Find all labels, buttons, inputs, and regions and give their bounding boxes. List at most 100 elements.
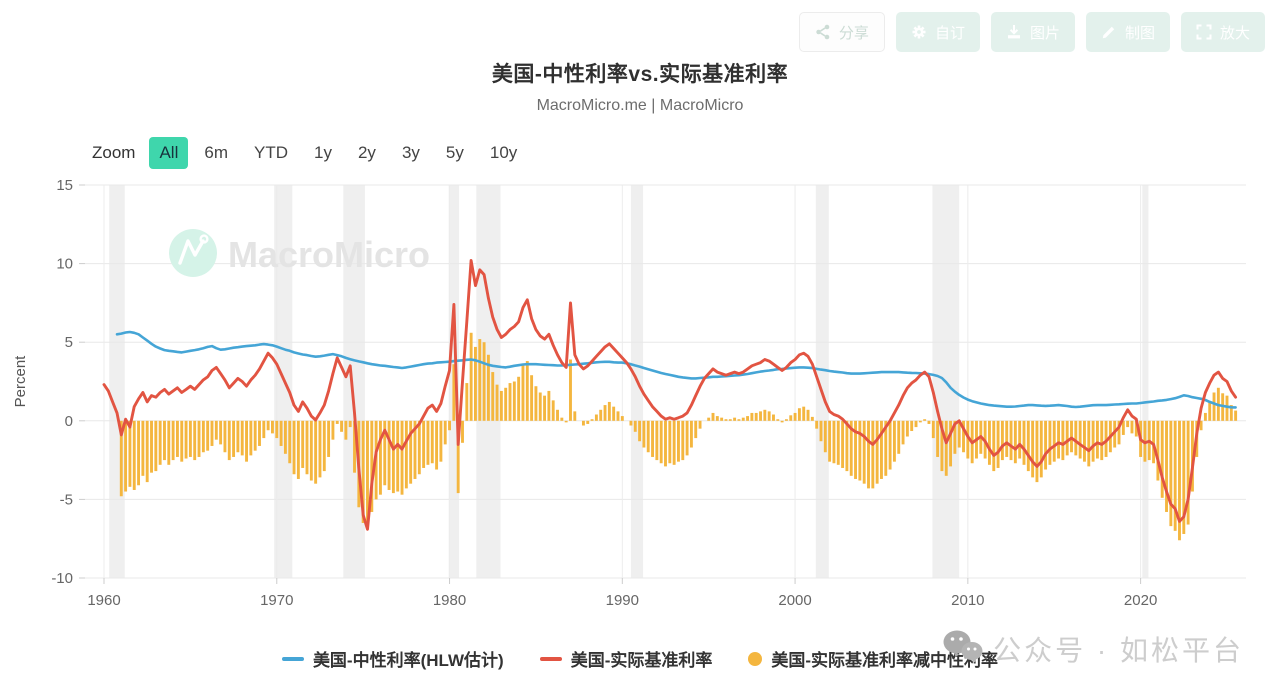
rate-gap-bar[interactable] [439, 420, 443, 462]
rate-gap-bar[interactable] [642, 420, 646, 448]
rate-gap-bar[interactable] [1165, 420, 1168, 512]
rate-gap-bar[interactable] [901, 420, 905, 445]
rate-gap-bar[interactable] [1173, 420, 1177, 531]
rate-gap-bar[interactable] [1039, 420, 1043, 478]
rate-gap-bar[interactable] [452, 364, 456, 421]
zoom-option-10y[interactable]: 10y [489, 143, 518, 162]
rate-gap-bar[interactable] [253, 420, 257, 451]
rate-gap-bar[interactable] [430, 420, 434, 464]
rate-gap-bar[interactable] [823, 420, 827, 453]
rate-gap-bar[interactable] [875, 420, 879, 484]
rate-gap-bar[interactable] [404, 420, 408, 489]
rate-gap-bar[interactable] [491, 372, 495, 421]
rate-gap-bar[interactable] [353, 420, 356, 473]
rate-gap-bar[interactable] [1229, 405, 1233, 421]
rate-gap-bar[interactable] [184, 420, 188, 459]
legend-item-rate-gap[interactable]: 美国-实际基准利率减中性利率 [748, 646, 998, 671]
rate-gap-bar[interactable] [867, 420, 870, 489]
rate-gap-bar[interactable] [1095, 420, 1099, 459]
rate-gap-bar[interactable] [236, 420, 240, 453]
rate-gap-bar[interactable] [1013, 420, 1017, 464]
rate-gap-bar[interactable] [845, 420, 849, 472]
rate-gap-bar[interactable] [266, 420, 270, 431]
rate-gap-bar[interactable] [638, 420, 642, 442]
rate-gap-bar[interactable] [573, 411, 577, 421]
rate-gap-bar[interactable] [551, 400, 555, 421]
rate-gap-bar[interactable] [715, 416, 719, 421]
rate-gap-bar[interactable] [292, 420, 296, 475]
rate-gap-bar[interactable] [275, 420, 279, 439]
rate-gap-bar[interactable] [849, 420, 853, 476]
rate-gap-bar[interactable] [694, 420, 698, 439]
rate-gap-bar[interactable] [210, 420, 214, 446]
rate-gap-bar[interactable] [409, 420, 413, 484]
rate-gap-bar[interactable] [560, 417, 564, 421]
rate-gap-bar[interactable] [456, 420, 460, 494]
rate-gap-bar[interactable] [1121, 420, 1125, 435]
rate-gap-bar[interactable] [815, 420, 819, 429]
rate-gap-bar[interactable] [1091, 420, 1095, 462]
rate-gap-bar[interactable] [599, 409, 603, 421]
rate-gap-bar[interactable] [832, 420, 836, 464]
rate-gap-bar[interactable] [158, 420, 162, 465]
rate-gap-bar[interactable] [1203, 412, 1207, 421]
share-button[interactable]: 分享 [798, 12, 885, 52]
rate-gap-bar[interactable] [426, 420, 430, 465]
rate-gap-bar[interactable] [953, 420, 957, 454]
rate-gap-bar[interactable] [564, 420, 568, 423]
rate-gap-bar[interactable] [495, 384, 499, 421]
rate-gap-bar[interactable] [854, 420, 857, 479]
rate-gap-bar[interactable] [987, 420, 991, 465]
rate-gap-bar[interactable] [1156, 420, 1160, 481]
rate-gap-bar[interactable] [1044, 420, 1048, 470]
rate-gap-bar[interactable] [646, 420, 650, 453]
rate-gap-bar[interactable] [232, 420, 236, 457]
rate-gap-bar[interactable] [283, 420, 287, 454]
chart-canvas[interactable]: 15 10 5 0 -5 -10 1960 1970 1980 1990 2000 2010 2020 P… [0, 170, 1280, 630]
rate-gap-bar[interactable] [543, 395, 547, 421]
rate-gap-bar[interactable] [525, 361, 529, 421]
rate-gap-bar[interactable] [227, 420, 231, 461]
rate-gap-bar[interactable] [422, 420, 426, 468]
rate-gap-bar[interactable] [180, 420, 184, 462]
rate-gap-bar[interactable] [486, 354, 490, 421]
rate-gap-bar[interactable] [612, 406, 616, 421]
rate-gap-bar[interactable] [1234, 410, 1238, 421]
rate-gap-bar[interactable] [214, 420, 218, 440]
rate-gap-bar[interactable] [962, 420, 965, 453]
zoom-option-2y[interactable]: 2y [357, 143, 376, 162]
zoom-option-5y[interactable]: 5y [445, 143, 464, 162]
rate-gap-bar[interactable] [1018, 420, 1022, 459]
rate-gap-bar[interactable] [348, 420, 352, 428]
rate-gap-bar[interactable] [1035, 420, 1039, 483]
rate-gap-bar[interactable] [465, 383, 469, 421]
rate-gap-bar[interactable] [620, 416, 624, 421]
rate-gap-bar[interactable] [698, 420, 702, 429]
rate-gap-bar[interactable] [387, 420, 391, 490]
rate-gap-bar[interactable] [188, 420, 192, 457]
rate-gap-bar[interactable] [258, 420, 261, 446]
rate-gap-bar[interactable] [417, 420, 421, 475]
rate-gap-bar[interactable] [413, 420, 417, 479]
rate-gap-bar[interactable] [318, 420, 322, 478]
rate-gap-bar[interactable] [1026, 420, 1030, 472]
rate-gap-bar[interactable] [880, 420, 883, 479]
rate-gap-bar[interactable] [262, 420, 266, 439]
rate-gap-bar[interactable] [858, 420, 862, 481]
rate-gap-bar[interactable] [862, 420, 866, 484]
rate-gap-bar[interactable] [530, 375, 534, 421]
rate-gap-bar[interactable] [841, 420, 845, 468]
rate-gap-bar[interactable] [594, 414, 598, 421]
rate-gap-bar[interactable] [534, 386, 538, 421]
rate-gap-bar[interactable] [499, 390, 503, 421]
legend-item-real-policy-rate[interactable]: 美国-实际基准利率 [539, 646, 712, 671]
rate-gap-bar[interactable] [1169, 420, 1173, 527]
rate-gap-bar[interactable] [728, 419, 732, 421]
rate-gap-bar[interactable] [288, 420, 292, 464]
rate-gap-bar[interactable] [383, 420, 387, 486]
rate-gap-bar[interactable] [1186, 420, 1190, 525]
rate-gap-bar[interactable] [322, 420, 326, 472]
rate-gap-bar[interactable] [478, 339, 482, 421]
rate-gap-bar[interactable] [327, 420, 331, 457]
rate-gap-bar[interactable] [163, 420, 166, 461]
